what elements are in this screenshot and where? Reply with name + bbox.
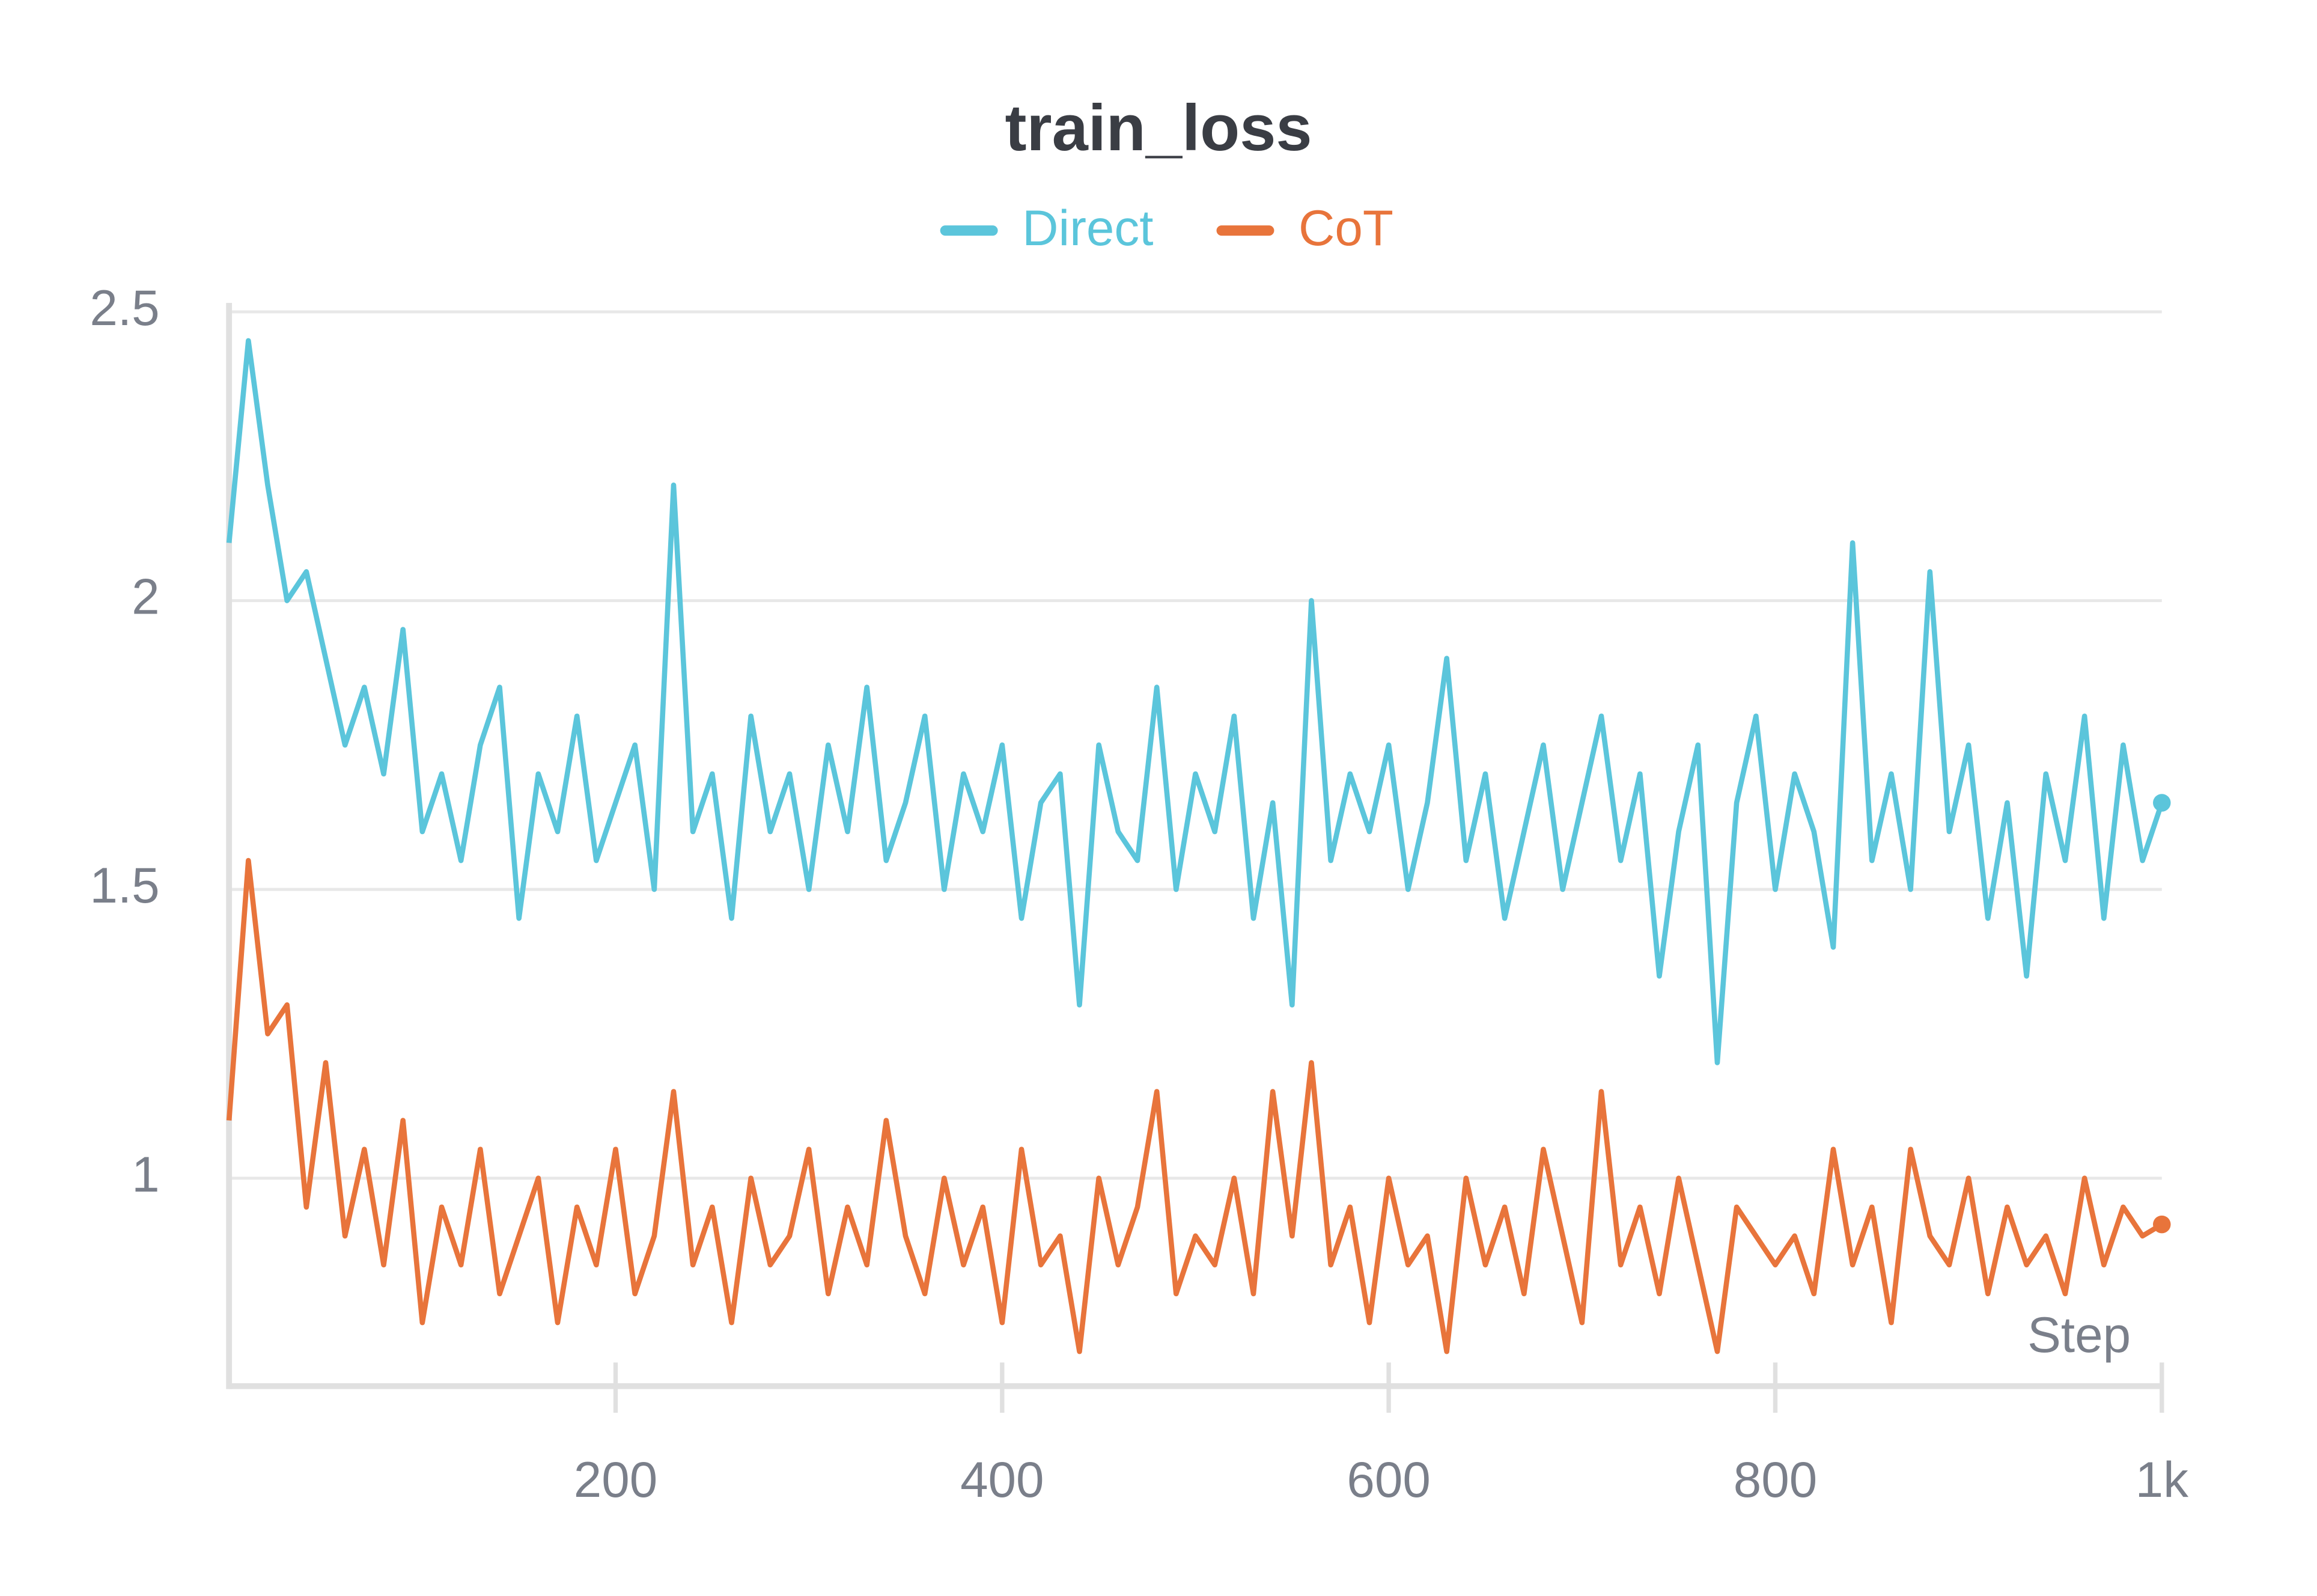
x-tick-label: 600 xyxy=(1347,1451,1431,1508)
y-tick-label: 1.5 xyxy=(90,857,159,913)
legend-label: CoT xyxy=(1299,200,1393,256)
x-tick-label: 200 xyxy=(574,1451,657,1508)
chart-title: train_loss xyxy=(1005,91,1312,164)
series-line xyxy=(226,857,2163,1354)
x-tick-label: 1k xyxy=(2136,1451,2188,1508)
end-marker xyxy=(2153,1215,2171,1234)
end-marker xyxy=(2153,794,2171,812)
x-axis-label: Step xyxy=(2027,1306,2131,1363)
y-tick-label: 1 xyxy=(132,1146,159,1202)
x-tick-label: 400 xyxy=(960,1451,1044,1508)
y-tick-label: 2.5 xyxy=(90,279,159,336)
x-tick-label: 800 xyxy=(1734,1451,1818,1508)
series-line xyxy=(226,338,2164,1065)
y-tick-label: 2 xyxy=(132,568,159,625)
legend-label: Direct xyxy=(1022,200,1153,256)
